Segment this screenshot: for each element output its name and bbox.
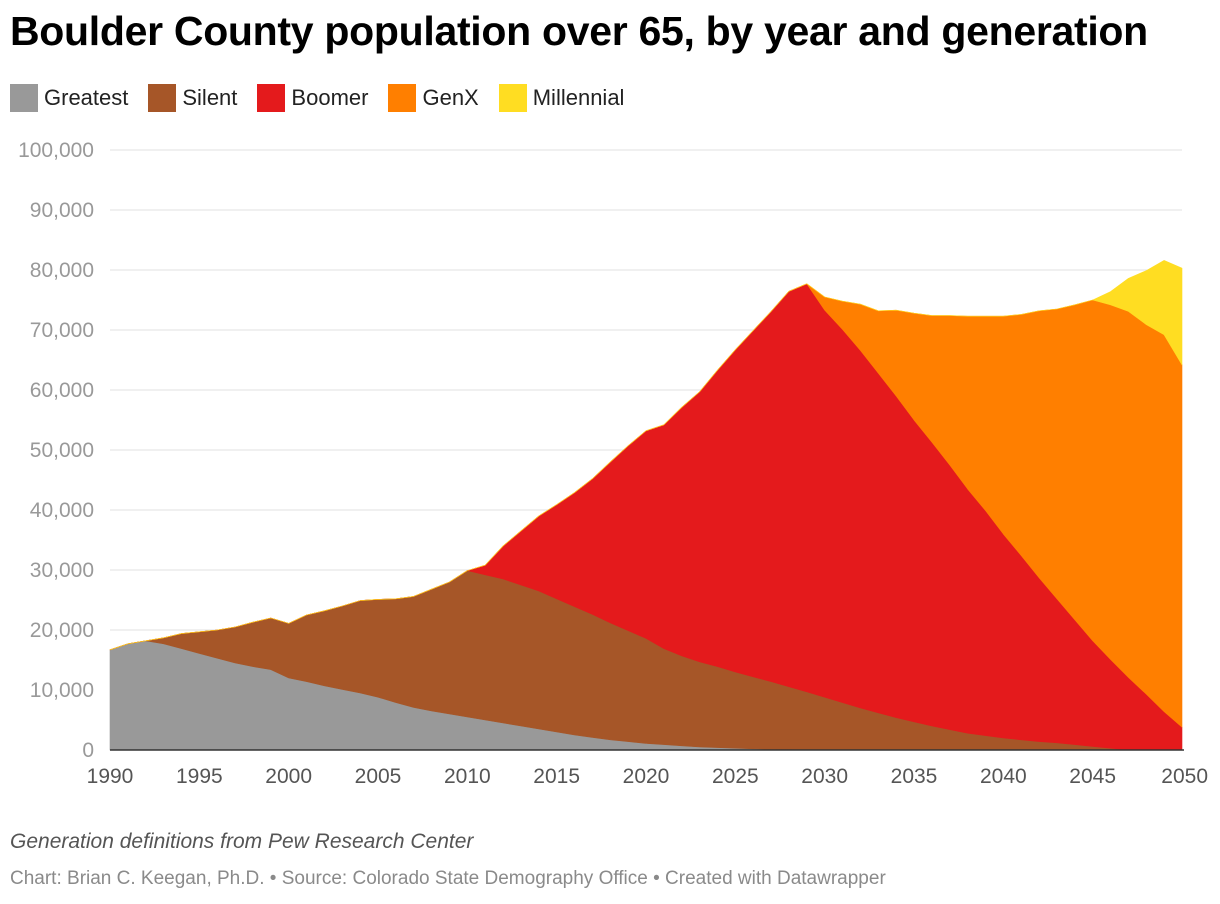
x-tick-label: 2045 xyxy=(1069,765,1116,788)
legend-swatch-genx xyxy=(388,84,417,112)
x-tick-label: 2025 xyxy=(712,765,759,788)
legend-item-greatest: Greatest xyxy=(10,84,128,112)
source-credit: Chart: Brian C. Keegan, Ph.D. • Source: … xyxy=(10,868,886,889)
y-tick-label: 0 xyxy=(82,739,94,762)
x-tick-label: 2010 xyxy=(444,765,491,788)
legend-swatch-boomer xyxy=(257,84,286,112)
x-tick-label: 2020 xyxy=(623,765,670,788)
x-tick-label: 2000 xyxy=(265,765,312,788)
x-tick-label: 2005 xyxy=(355,765,402,788)
y-tick-label: 90,000 xyxy=(30,199,94,222)
x-tick-label: 2050 xyxy=(1161,765,1208,788)
legend-item-genx: GenX xyxy=(388,84,479,112)
y-tick-label: 30,000 xyxy=(30,559,94,582)
y-tick-label: 20,000 xyxy=(30,619,94,642)
x-tick-label: 2040 xyxy=(980,765,1027,788)
legend: Greatest Silent Boomer GenX Millennial xyxy=(10,84,644,112)
y-tick-label: 60,000 xyxy=(30,379,94,402)
legend-swatch-silent xyxy=(148,84,177,112)
y-axis-ticks: 0 10,000 20,000 30,000 40,000 50,000 60,000 70,… xyxy=(18,139,94,762)
x-tick-label: 1990 xyxy=(87,765,134,788)
x-tick-label: 2015 xyxy=(533,765,580,788)
y-tick-label: 40,000 xyxy=(30,499,94,522)
legend-label-genx: GenX xyxy=(422,85,479,110)
legend-label-greatest: Greatest xyxy=(44,85,129,110)
legend-item-silent: Silent xyxy=(148,84,237,112)
area-series xyxy=(109,260,1183,751)
area-millennial xyxy=(109,260,1183,651)
legend-swatch-greatest xyxy=(10,84,38,112)
x-axis-ticks: 1990 1995 2000 2005 2010 2015 2020 2025 2030 2035… xyxy=(87,765,1208,788)
legend-label-silent: Silent xyxy=(182,85,238,110)
x-tick-label: 2030 xyxy=(801,765,848,788)
x-tick-label: 1995 xyxy=(176,765,223,788)
y-tick-label: 100,000 xyxy=(18,139,94,162)
legend-item-millennial: Millennial xyxy=(498,84,625,112)
y-tick-label: 80,000 xyxy=(30,259,94,282)
y-tick-label: 50,000 xyxy=(30,439,94,462)
x-tick-label: 2035 xyxy=(891,765,938,788)
chart-title: Boulder County population over 65, by ye… xyxy=(10,8,1148,54)
legend-label-millennial: Millennial xyxy=(532,85,625,110)
definition-note: Generation definitions from Pew Research… xyxy=(10,830,474,853)
legend-label-boomer: Boomer xyxy=(291,85,369,110)
y-tick-label: 70,000 xyxy=(30,319,94,342)
legend-item-boomer: Boomer xyxy=(257,84,368,112)
legend-swatch-millennial xyxy=(498,84,527,112)
y-tick-label: 10,000 xyxy=(30,679,94,702)
